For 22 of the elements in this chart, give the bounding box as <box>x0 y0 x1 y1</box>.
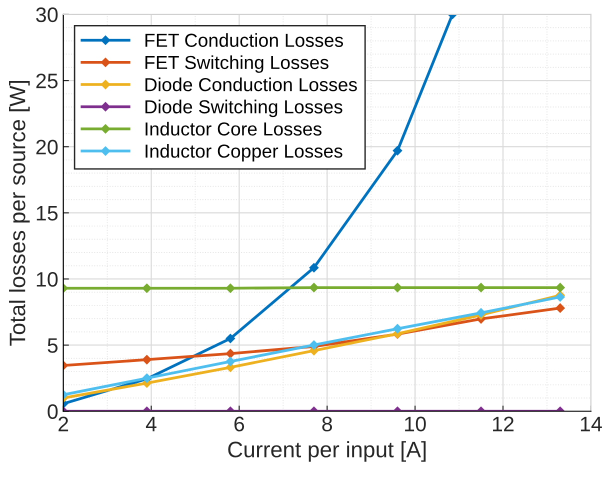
y-tick-label: 30 <box>36 7 58 22</box>
legend-label: Inductor Copper Losses <box>146 144 342 162</box>
x-tick-label: 2 <box>58 416 68 432</box>
legend-label: Diode Conduction Losses <box>145 78 357 92</box>
y-tick-label: 25 <box>36 74 58 88</box>
y-tick-label: 0 <box>48 404 58 420</box>
legend-label: FET Conduction Losses <box>145 33 344 47</box>
y-axis-title: Total losses per source [W] <box>9 81 30 346</box>
x-tick-label: 4 <box>146 416 156 432</box>
y-tick-label: 20 <box>36 140 58 154</box>
x-tick-label: 14 <box>580 416 602 432</box>
y-tick-label: 5 <box>48 338 58 353</box>
legend-label: Diode Switching Losses <box>145 100 342 118</box>
x-axis-title: Current per input [A] <box>228 441 426 462</box>
x-tick-label: 10 <box>405 416 426 432</box>
y-tick-label: 15 <box>36 206 58 221</box>
x-tick-label: 8 <box>322 416 332 432</box>
y-tick-label: 10 <box>36 272 58 287</box>
x-tick-label: 6 <box>234 416 244 432</box>
x-tick-label: 12 <box>493 416 514 432</box>
legend-label: Inductor Core Losses <box>146 122 322 136</box>
legend-label: FET Switching Losses <box>145 55 328 73</box>
